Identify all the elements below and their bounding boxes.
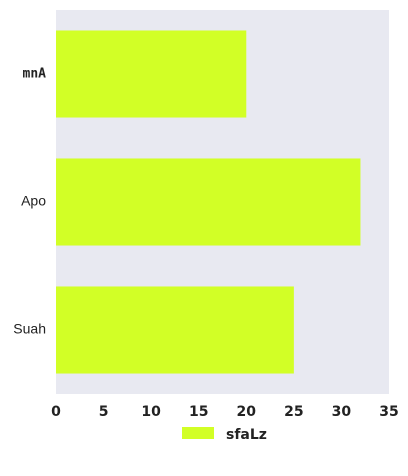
legend-swatch: [182, 427, 214, 439]
x-tick-label-15: 15: [189, 404, 208, 420]
x-tick-label-25: 25: [284, 404, 303, 420]
bar-apo: [56, 158, 361, 246]
x-axis-tick-labels: 0 5 10 15 20 25 30 35: [51, 404, 399, 420]
x-tick-label-35: 35: [379, 404, 398, 420]
y-tick-label-apo: Apo: [21, 193, 46, 209]
y-tick-label-mna: mnA: [23, 67, 47, 82]
x-tick-label-20: 20: [237, 404, 257, 420]
x-tick-label-30: 30: [332, 404, 352, 420]
legend-label: sfaLz: [226, 427, 267, 443]
x-tick-label-0: 0: [51, 404, 61, 420]
y-tick-label-suah: Suah: [13, 321, 46, 337]
bar-suah: [56, 286, 294, 374]
bar-mna: [56, 30, 247, 118]
x-tick-label-5: 5: [99, 404, 109, 420]
y-axis-tick-labels: mnA Apo Suah: [13, 67, 46, 337]
legend: sfaLz: [182, 427, 267, 443]
x-tick-label-10: 10: [141, 404, 161, 420]
bars-group: [56, 30, 361, 374]
